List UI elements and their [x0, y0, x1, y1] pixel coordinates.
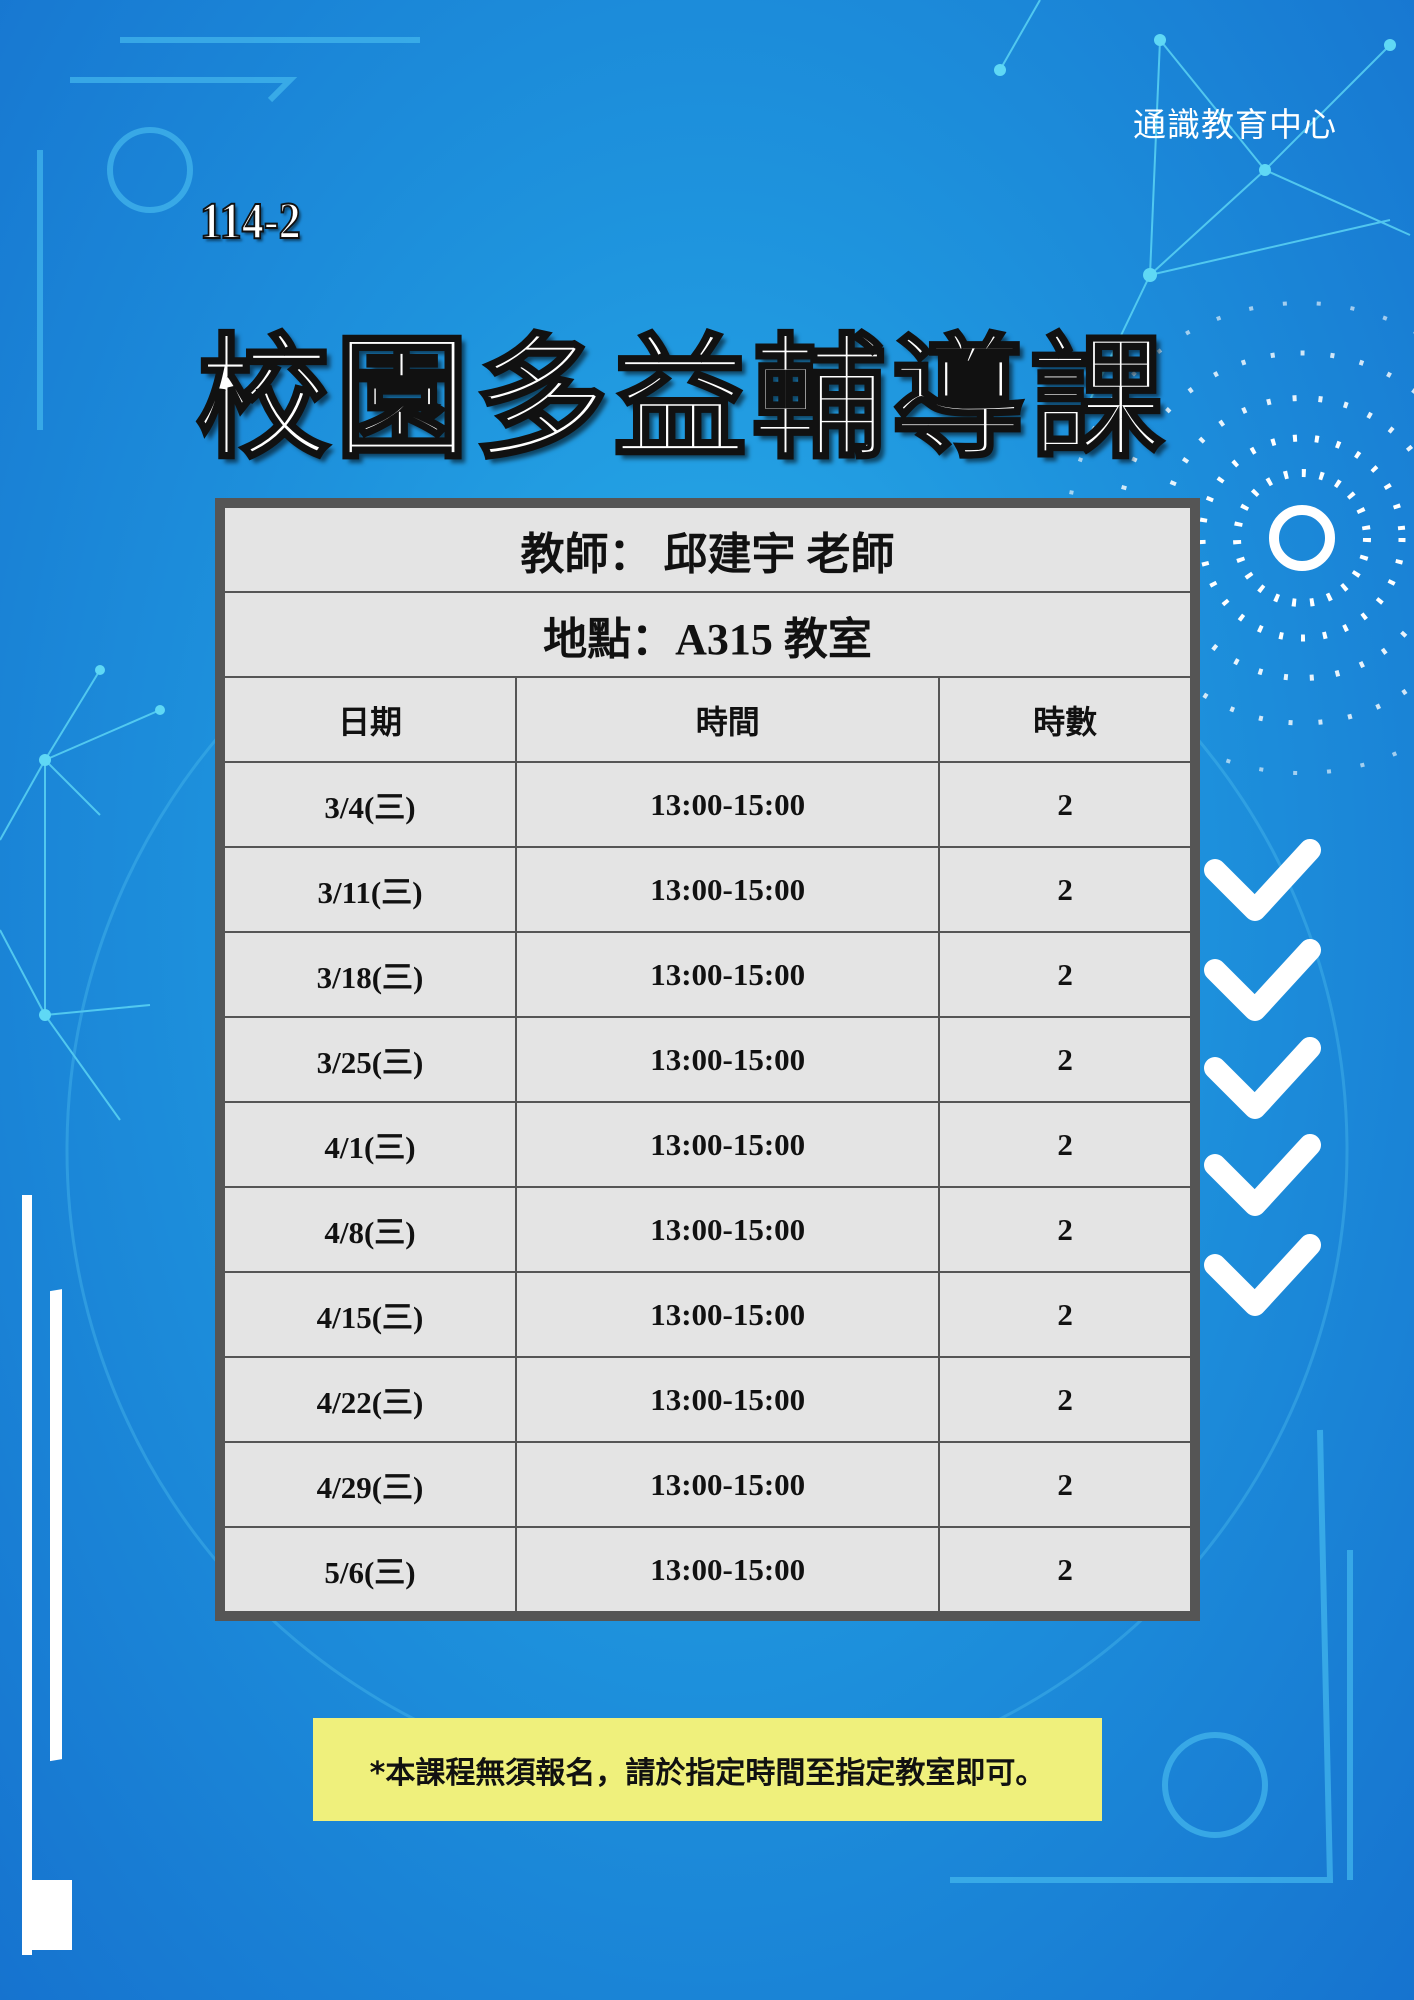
time-cell: 13:00-15:00 — [515, 931, 941, 1018]
column-header-hours: 時數 — [938, 676, 1196, 763]
table-row: 5/6(三) 13:00-15:00 2 — [218, 1526, 1196, 1617]
date-cell: 5/6(三) — [218, 1526, 518, 1617]
time-cell: 13:00-15:00 — [515, 846, 941, 933]
table-header-row: 日期 時間 時數 — [218, 676, 1196, 763]
hours-cell: 2 — [938, 1526, 1196, 1617]
date-cell: 4/29(三) — [218, 1441, 518, 1528]
hours-cell: 2 — [938, 1101, 1196, 1188]
term-label: 114-2 — [199, 192, 301, 251]
time-cell: 13:00-15:00 — [515, 1101, 941, 1188]
hours-cell: 2 — [938, 846, 1196, 933]
date-cell: 4/1(三) — [218, 1101, 518, 1188]
date-cell: 3/25(三) — [218, 1016, 518, 1103]
time-cell: 13:00-15:00 — [515, 761, 941, 848]
hours-cell: 2 — [938, 1441, 1196, 1528]
time-cell: 13:00-15:00 — [515, 1186, 941, 1273]
date-cell: 3/4(三) — [218, 761, 518, 848]
organization-name: 通識教育中心 — [1133, 105, 1337, 144]
date-cell: 3/18(三) — [218, 931, 518, 1018]
chevron-down-icon — [1204, 839, 1321, 1316]
time-cell: 13:00-15:00 — [515, 1016, 941, 1103]
date-cell: 4/22(三) — [218, 1356, 518, 1443]
hours-cell: 2 — [938, 1016, 1196, 1103]
table-row: 3/18(三) 13:00-15:00 2 — [218, 931, 1196, 1018]
table-row: 3/25(三) 13:00-15:00 2 — [218, 1016, 1196, 1103]
date-cell: 3/11(三) — [218, 846, 518, 933]
hours-cell: 2 — [938, 1186, 1196, 1273]
hours-cell: 2 — [938, 931, 1196, 1018]
date-cell: 4/15(三) — [218, 1271, 518, 1358]
table-row: 4/8(三) 13:00-15:00 2 — [218, 1186, 1196, 1273]
table-row: 4/1(三) 13:00-15:00 2 — [218, 1101, 1196, 1188]
time-cell: 13:00-15:00 — [515, 1271, 941, 1358]
date-cell: 4/8(三) — [218, 1186, 518, 1273]
dot-circle-icon — [1065, 301, 1414, 775]
hours-cell: 2 — [938, 761, 1196, 848]
column-header-date: 日期 — [218, 676, 518, 763]
page-title: 校園多益輔導課 — [194, 320, 1170, 479]
hours-cell: 2 — [938, 1356, 1196, 1443]
table-row: 3/4(三) 13:00-15:00 2 — [218, 761, 1196, 848]
time-cell: 13:00-15:00 — [515, 1526, 941, 1617]
time-cell: 13:00-15:00 — [515, 1441, 941, 1528]
hours-cell: 2 — [938, 1271, 1196, 1358]
teacher-cell: 教師： 邱建宇 老師 — [219, 502, 1196, 593]
location-cell: 地點：A315 教室 — [219, 591, 1196, 678]
table-row: 4/22(三) 13:00-15:00 2 — [218, 1356, 1196, 1443]
column-header-time: 時間 — [515, 676, 941, 763]
schedule-table: 教師： 邱建宇 老師 地點：A315 教室 日期 時間 時數 3/4(三) 13:… — [215, 498, 1200, 1621]
notice-banner: *本課程無須報名，請於指定時間至指定教室即可。 — [313, 1718, 1102, 1821]
time-cell: 13:00-15:00 — [515, 1356, 941, 1443]
table-row: 4/15(三) 13:00-15:00 2 — [218, 1271, 1196, 1358]
table-row: 4/29(三) 13:00-15:00 2 — [218, 1441, 1196, 1528]
table-row: 3/11(三) 13:00-15:00 2 — [218, 846, 1196, 933]
